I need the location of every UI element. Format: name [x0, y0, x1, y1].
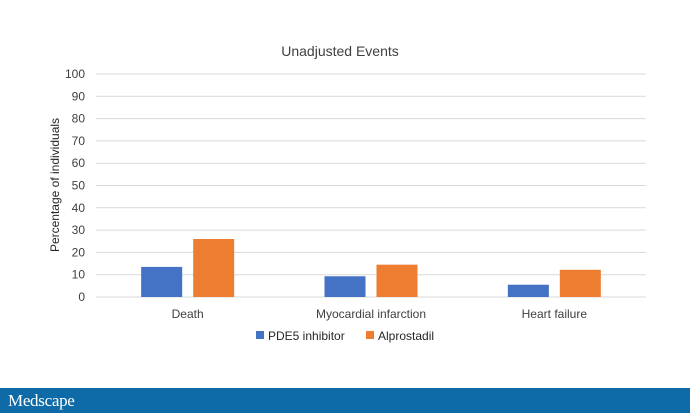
- y-axis-ticks: 0 10 20 30 40 50 60 70 80 90 100: [65, 67, 85, 304]
- gridlines: [96, 73, 646, 298]
- category-label: Death: [172, 307, 204, 321]
- bar: [141, 266, 183, 297]
- legend-swatch: [256, 331, 264, 339]
- y-tick-label: 50: [72, 179, 86, 193]
- y-tick-label: 30: [72, 223, 86, 237]
- legend-swatch: [366, 331, 374, 339]
- chart: Unadjusted Events 0 10 20 30 40 50 60 70 80 90 100…: [48, 43, 646, 343]
- y-tick-label: 10: [72, 268, 86, 282]
- y-axis-label: Percentage of individuals: [48, 118, 62, 252]
- y-tick-label: 0: [78, 290, 85, 304]
- y-tick-label: 100: [65, 67, 85, 81]
- bar: [193, 239, 235, 297]
- y-tick-label: 60: [72, 156, 86, 170]
- bars: [141, 239, 601, 297]
- y-tick-label: 40: [72, 201, 86, 215]
- y-tick-label: 80: [72, 112, 86, 126]
- category-label: Heart failure: [522, 307, 588, 321]
- legend-label: Alprostadil: [378, 329, 434, 343]
- bar: [507, 284, 549, 297]
- y-tick-label: 70: [72, 134, 86, 148]
- bar: [376, 264, 418, 297]
- category-labels: Death Myocardial infarction Heart failure: [172, 307, 588, 321]
- category-label: Myocardial infarction: [316, 307, 426, 321]
- bar: [559, 269, 601, 297]
- chart-title: Unadjusted Events: [281, 43, 399, 59]
- medscape-logo: Medscape: [8, 391, 75, 410]
- legend: PDE5 inhibitor Alprostadil: [256, 329, 434, 343]
- footer-bar: Medscape: [0, 388, 690, 413]
- bar: [324, 276, 366, 297]
- y-tick-label: 20: [72, 245, 86, 259]
- legend-label: PDE5 inhibitor: [268, 329, 345, 343]
- y-tick-label: 90: [72, 89, 86, 103]
